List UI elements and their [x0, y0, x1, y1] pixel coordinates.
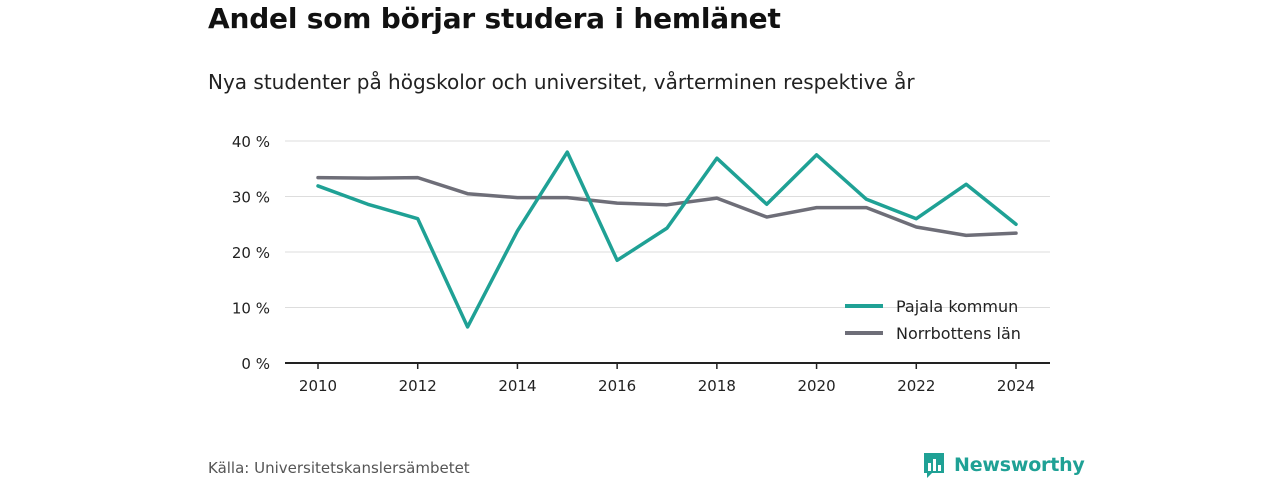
y-tick-label: 20 % — [232, 244, 270, 262]
y-tick-label: 40 % — [232, 133, 270, 151]
y-axis: 0 % 10 % 20 % 30 % 40 % — [232, 133, 270, 373]
x-axis: 2010 2012 2014 2016 2018 2020 2022 2024 — [285, 363, 1050, 395]
x-tick-label: 2014 — [498, 377, 536, 395]
x-tick-label: 2020 — [797, 377, 835, 395]
x-tick-label: 2018 — [698, 377, 736, 395]
x-tick-label: 2024 — [997, 377, 1035, 395]
brand-logo[interactable]: Newsworthy — [922, 450, 1085, 480]
legend: Pajala kommun Norrbottens län — [845, 297, 1021, 343]
bar-chart-icon — [922, 451, 946, 479]
brand-name: Newsworthy — [954, 454, 1085, 476]
x-tick-label: 2022 — [897, 377, 935, 395]
legend-item-norrbotten: Norrbottens län — [845, 324, 1021, 343]
source-note: Källa: Universitetskanslersämbetet — [208, 459, 470, 477]
y-tick-label: 0 % — [241, 355, 270, 373]
x-tick-label: 2012 — [399, 377, 437, 395]
y-tick-label: 10 % — [232, 300, 270, 318]
legend-item-pajala: Pajala kommun — [845, 297, 1018, 316]
y-tick-label: 30 % — [232, 189, 270, 207]
grid-lines — [285, 141, 1050, 308]
legend-label: Norrbottens län — [896, 324, 1021, 343]
legend-label: Pajala kommun — [896, 297, 1018, 316]
x-tick-label: 2010 — [299, 377, 337, 395]
x-tick-label: 2016 — [598, 377, 636, 395]
